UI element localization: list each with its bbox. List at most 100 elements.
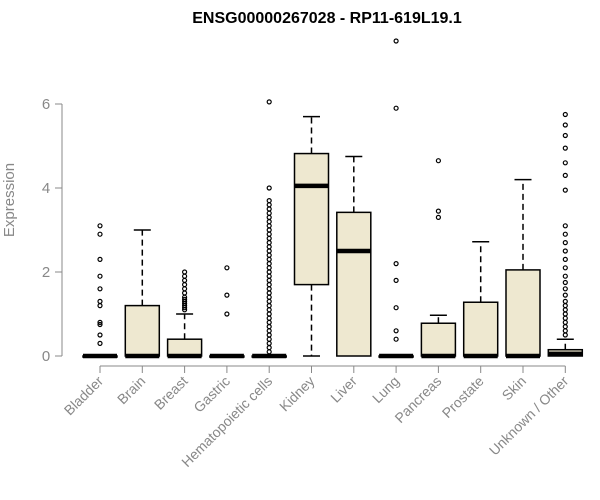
outlier-point: [562, 324, 568, 330]
outlier-point: [562, 240, 568, 246]
outlier-point: [266, 273, 272, 279]
iqr-box: [124, 304, 161, 357]
outlier-point: [266, 315, 272, 321]
box-group: [547, 111, 584, 357]
y-axis-label: Expression: [1, 163, 18, 237]
outlier-point: [182, 290, 188, 296]
outlier-point: [266, 265, 272, 271]
outlier-point: [393, 38, 399, 44]
outlier-point: [97, 303, 103, 309]
outlier-point: [266, 206, 272, 212]
outlier-point: [266, 202, 272, 208]
outlier-point: [562, 160, 568, 166]
outlier-point: [266, 294, 272, 300]
outlier-point: [435, 208, 441, 214]
outlier-point: [97, 286, 103, 292]
box-group: [462, 241, 499, 359]
outlier-point: [266, 286, 272, 292]
outlier-point: [562, 279, 568, 286]
box-group: [336, 155, 372, 357]
iqr-box: [462, 301, 499, 357]
outlier-point: [266, 219, 272, 225]
box-group: [293, 115, 330, 357]
outlier-point: [224, 311, 230, 317]
outlier-point: [266, 345, 272, 351]
y-tick-label: 6: [42, 96, 50, 113]
outlier-point: [266, 231, 272, 237]
outlier-point: [182, 273, 188, 279]
outlier-point: [266, 324, 272, 330]
outlier-point: [266, 349, 272, 355]
outlier-point: [562, 172, 568, 178]
outlier-point: [266, 303, 272, 309]
iqr-box: [293, 152, 330, 286]
outlier-point: [97, 298, 103, 304]
outlier-point: [266, 244, 272, 250]
x-tick-label: Pancreas: [391, 373, 444, 426]
y-tick-label: 4: [42, 180, 50, 197]
box-group: [82, 223, 118, 359]
outlier-point: [562, 286, 568, 292]
outlier-point: [562, 265, 568, 271]
outlier-point: [266, 252, 272, 258]
outlier-point: [562, 111, 568, 118]
outlier-point: [97, 319, 103, 325]
x-tick-label: Breast: [151, 373, 191, 413]
outlier-point: [266, 214, 272, 220]
x-tick-label: Liver: [327, 373, 360, 406]
outlier-point: [266, 319, 272, 325]
outlier-point: [562, 311, 568, 317]
outlier-point: [97, 321, 103, 328]
outlier-point: [562, 256, 568, 262]
box-group: [251, 99, 287, 359]
outlier-point: [393, 305, 399, 311]
y-tick-label: 0: [42, 348, 50, 365]
y-tick-label: 2: [42, 264, 50, 281]
outlier-point: [266, 332, 272, 338]
y-axis: 0 2 4 6: [42, 96, 63, 365]
x-tick-label: Unknown / Other: [486, 373, 572, 459]
iqr-box: [336, 211, 372, 357]
x-tick-label: Skin: [499, 373, 530, 404]
outlier-point: [266, 240, 272, 246]
outlier-point: [182, 282, 188, 288]
outlier-point: [182, 269, 188, 275]
x-tick-label: Kidney: [276, 373, 318, 415]
outlier-point: [266, 298, 272, 304]
outlier-point: [266, 336, 272, 342]
outlier-point: [266, 223, 272, 229]
outlier-point: [224, 265, 230, 271]
outlier-point: [562, 231, 568, 237]
outlier-point: [562, 292, 568, 298]
outlier-point: [562, 132, 568, 139]
outlier-point: [182, 277, 188, 283]
x-tick-label: Brain: [114, 373, 148, 407]
box-group: [505, 178, 541, 359]
box-group: [124, 229, 161, 359]
outlier-point: [266, 282, 272, 288]
outlier-point: [182, 296, 188, 302]
outlier-point: [224, 292, 230, 298]
outlier-point: [562, 145, 568, 151]
outlier-point: [562, 332, 568, 338]
outlier-point: [266, 256, 272, 262]
outlier-point: [393, 105, 399, 111]
outlier-point: [266, 185, 272, 191]
outlier-point: [562, 319, 568, 325]
outlier-point: [97, 223, 103, 229]
outlier-point: [562, 303, 568, 309]
iqr-box: [505, 269, 541, 357]
outlier-point: [97, 273, 103, 279]
boxes-layer: [82, 38, 584, 359]
outlier-point: [266, 277, 272, 283]
outlier-point: [562, 223, 568, 229]
outlier-point: [97, 256, 103, 262]
outlier-point: [97, 332, 103, 338]
outlier-point: [435, 214, 441, 220]
outlier-point: [266, 99, 272, 105]
outlier-point: [562, 122, 568, 128]
outlier-point: [562, 328, 568, 334]
outlier-point: [266, 261, 272, 267]
outlier-point: [562, 307, 568, 313]
